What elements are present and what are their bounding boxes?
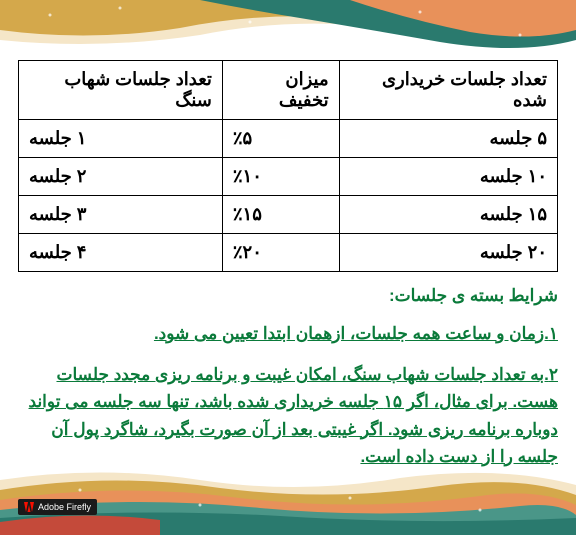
table-row: ۲۰ جلسه ٪۲۰ ۴ جلسه [19, 234, 558, 272]
cell-meteor: ۳ جلسه [19, 196, 223, 234]
cell-purchased: ۵ جلسه [339, 120, 557, 158]
table-row: ۱۰ جلسه ٪۱۰ ۲ جلسه [19, 158, 558, 196]
main-content: تعداد جلسات خریداری شده میزان تخفیف تعدا… [0, 0, 576, 545]
cell-discount: ٪۱۰ [222, 158, 339, 196]
table-row: ۵ جلسه ٪۵ ۱ جلسه [19, 120, 558, 158]
cell-discount: ٪۵ [222, 120, 339, 158]
pricing-table: تعداد جلسات خریداری شده میزان تخفیف تعدا… [18, 60, 558, 272]
cell-purchased: ۱۵ جلسه [339, 196, 557, 234]
condition-item-2: ۲.به تعداد جلسات شهاب سنگ، امکان غیبت و … [18, 361, 558, 470]
watermark-text: Adobe Firefly [38, 502, 91, 512]
cell-discount: ٪۲۰ [222, 234, 339, 272]
cell-meteor: ۴ جلسه [19, 234, 223, 272]
table-body: ۵ جلسه ٪۵ ۱ جلسه ۱۰ جلسه ٪۱۰ ۲ جلسه ۱۵ ج… [19, 120, 558, 272]
table-row: ۱۵ جلسه ٪۱۵ ۳ جلسه [19, 196, 558, 234]
table-header-row: تعداد جلسات خریداری شده میزان تخفیف تعدا… [19, 61, 558, 120]
col-header-discount: میزان تخفیف [222, 61, 339, 120]
condition-item-1: ۱.زمان و ساعت همه جلسات، ازهمان ابتدا تع… [18, 320, 558, 347]
cell-purchased: ۱۰ جلسه [339, 158, 557, 196]
conditions-title: شرایط بسته ی جلسات: [18, 286, 558, 306]
col-header-meteor-sessions: تعداد جلسات شهاب سنگ [19, 61, 223, 120]
cell-discount: ٪۱۵ [222, 196, 339, 234]
adobe-firefly-watermark: Adobe Firefly [18, 499, 97, 515]
adobe-icon [24, 502, 34, 512]
col-header-sessions-purchased: تعداد جلسات خریداری شده [339, 61, 557, 120]
cell-meteor: ۱ جلسه [19, 120, 223, 158]
cell-purchased: ۲۰ جلسه [339, 234, 557, 272]
cell-meteor: ۲ جلسه [19, 158, 223, 196]
